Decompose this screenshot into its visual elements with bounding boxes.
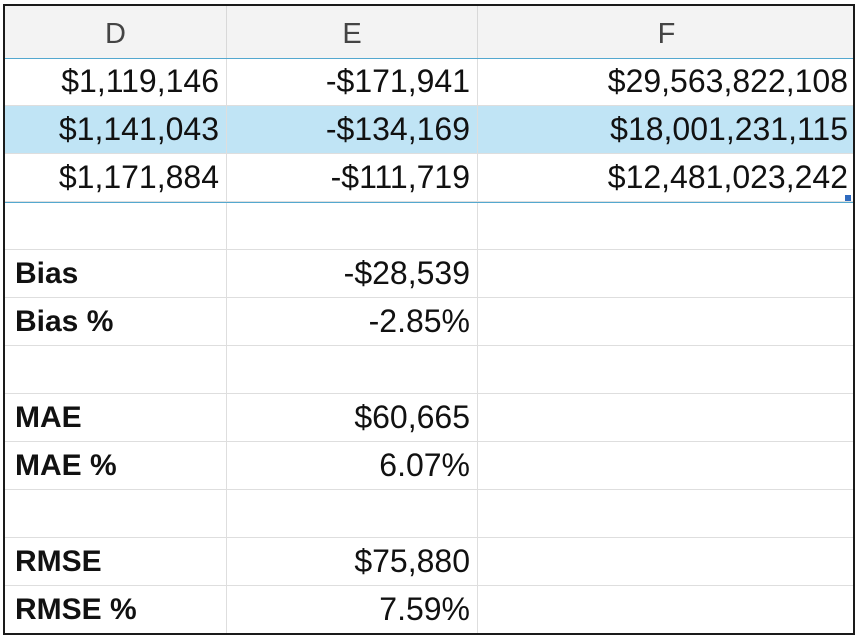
cell-e[interactable]: -$28,539	[227, 250, 478, 297]
cell-d[interactable]: $1,119,146	[5, 58, 227, 105]
cell-e[interactable]: -$111,719	[227, 154, 478, 201]
table-row: MAE $60,665	[5, 394, 853, 442]
cell-e[interactable]: -$171,941	[227, 58, 478, 105]
cell-f[interactable]	[478, 202, 853, 249]
table-row	[5, 490, 853, 538]
table-row: Bias % -2.85%	[5, 298, 853, 346]
cell-e[interactable]: $60,665	[227, 394, 478, 441]
table-row	[5, 202, 853, 250]
cell-f[interactable]	[478, 298, 853, 345]
cell-d[interactable]	[5, 202, 227, 249]
cell-d[interactable]: MAE %	[5, 442, 227, 489]
column-header-bar: D E F	[5, 6, 853, 59]
cell-f[interactable]: $18,001,231,115	[610, 111, 848, 147]
cell-d[interactable]	[5, 490, 227, 537]
cell-e[interactable]: 7.59%	[227, 586, 478, 633]
cell-f[interactable]	[478, 250, 853, 297]
cell-d[interactable]: Bias	[5, 250, 227, 297]
cell-e[interactable]	[227, 202, 478, 249]
cell-d[interactable]: $1,141,043	[5, 106, 227, 153]
table-row: RMSE % 7.59%	[5, 586, 853, 633]
cell-f[interactable]	[478, 394, 853, 441]
cell-e[interactable]: $75,880	[227, 538, 478, 585]
cell-d[interactable]	[5, 346, 227, 393]
table-row: $1,171,884 -$111,719 $12,481,023,242	[5, 154, 853, 202]
table-row: $1,141,043 -$134,169 $18,001,231,115	[5, 106, 853, 154]
table-row: $1,119,146 -$171,941 $29,563,822,108	[5, 58, 853, 106]
table-row: MAE % 6.07%	[5, 442, 853, 490]
cell-e[interactable]: -2.85%	[227, 298, 478, 345]
cell-d[interactable]: MAE	[5, 394, 227, 441]
cell-e[interactable]: 6.07%	[227, 442, 478, 489]
cell-d[interactable]: Bias %	[5, 298, 227, 345]
table-row	[5, 346, 853, 394]
spreadsheet-grid: D E F $1,119,146 -$171,941 $29,563,822,108…	[3, 4, 855, 635]
fill-handle[interactable]	[845, 195, 851, 201]
cell-f[interactable]: $12,481,023,242	[607, 159, 848, 195]
table-row: Bias -$28,539	[5, 250, 853, 298]
column-header-d[interactable]: D	[5, 6, 227, 58]
cell-d[interactable]: $1,171,884	[5, 154, 227, 201]
cell-f[interactable]	[478, 538, 853, 585]
cell-f[interactable]: $29,563,822,108	[607, 63, 848, 99]
column-header-e[interactable]: E	[227, 6, 478, 58]
cell-f[interactable]	[478, 346, 853, 393]
table-row: RMSE $75,880	[5, 538, 853, 586]
column-header-f[interactable]: F	[657, 18, 676, 50]
cell-f[interactable]	[478, 442, 853, 489]
cell-e[interactable]: -$134,169	[227, 106, 478, 153]
cell-d[interactable]: RMSE %	[5, 586, 227, 633]
cell-f[interactable]	[478, 490, 853, 537]
cell-e[interactable]	[227, 490, 478, 537]
cell-e[interactable]	[227, 346, 478, 393]
cell-d[interactable]: RMSE	[5, 538, 227, 585]
cell-f[interactable]	[478, 586, 853, 633]
